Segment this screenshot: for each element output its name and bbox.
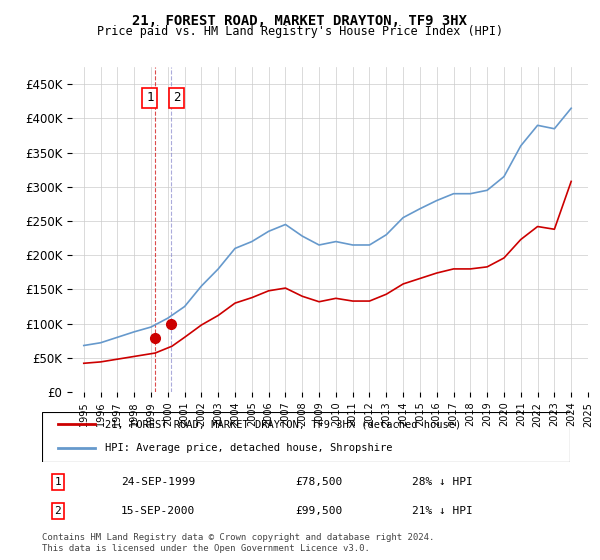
Text: £78,500: £78,500 — [295, 477, 343, 487]
Text: Price paid vs. HM Land Registry's House Price Index (HPI): Price paid vs. HM Land Registry's House … — [97, 25, 503, 38]
Text: 21, FOREST ROAD, MARKET DRAYTON, TF9 3HX: 21, FOREST ROAD, MARKET DRAYTON, TF9 3HX — [133, 14, 467, 28]
Text: 28% ↓ HPI: 28% ↓ HPI — [412, 477, 472, 487]
Text: 21% ↓ HPI: 21% ↓ HPI — [412, 506, 472, 516]
Text: 21, FOREST ROAD, MARKET DRAYTON, TF9 3HX (detached house): 21, FOREST ROAD, MARKET DRAYTON, TF9 3HX… — [106, 419, 461, 429]
Text: Contains HM Land Registry data © Crown copyright and database right 2024.
This d: Contains HM Land Registry data © Crown c… — [42, 533, 434, 553]
Text: 1: 1 — [146, 91, 154, 105]
Text: 1: 1 — [55, 477, 61, 487]
Text: 24-SEP-1999: 24-SEP-1999 — [121, 477, 196, 487]
Text: HPI: Average price, detached house, Shropshire: HPI: Average price, detached house, Shro… — [106, 443, 393, 453]
Text: 15-SEP-2000: 15-SEP-2000 — [121, 506, 196, 516]
Text: 2: 2 — [55, 506, 61, 516]
Text: 2: 2 — [173, 91, 180, 105]
Text: £99,500: £99,500 — [295, 506, 343, 516]
